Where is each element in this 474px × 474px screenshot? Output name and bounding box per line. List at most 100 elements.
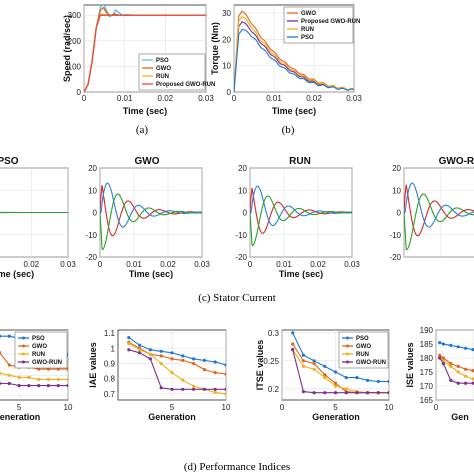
legend-label: GWO-RUN (356, 360, 386, 366)
current-phase-b (100, 182, 202, 228)
y-tick-label: 0.25 (263, 357, 279, 366)
current-phase-b (404, 182, 474, 228)
series-marker-gwo-run (37, 384, 41, 388)
y-tick-label: 20 (88, 164, 97, 173)
series-marker-run (301, 364, 305, 368)
series-marker-gwo (301, 359, 305, 363)
y-tick-label: 0 (93, 209, 98, 218)
series-marker-run (312, 367, 316, 371)
series-marker-run (456, 370, 460, 374)
series-marker-gwo (224, 372, 226, 376)
legend-label: PSO (156, 58, 169, 64)
y-tick-label: -20 (235, 253, 247, 262)
y-tick-label: 165 (420, 396, 434, 405)
torque-line-pso (234, 28, 354, 92)
series-marker-run (127, 342, 131, 346)
x-tick-label: 10 (222, 403, 231, 412)
x-tick-label: 5 (333, 403, 338, 412)
series-marker-run (464, 374, 468, 378)
series-marker-gwo-run (456, 381, 460, 385)
torque-chart: 0 0.01 0.02 0.03 0 10 20 30 Time (sec) Torque (Nm… (210, 4, 362, 116)
legend-label: RUN (32, 352, 45, 358)
series-marker-gwo (192, 361, 196, 366)
current-phase-c (250, 195, 352, 247)
series-marker-pso (301, 353, 305, 357)
x-axis-label: Generation (148, 412, 196, 422)
current-phase-c (404, 193, 474, 251)
legend-marker (346, 360, 349, 364)
x-tick-label: 0.01 (126, 260, 142, 269)
legend-marker (22, 336, 25, 340)
current-phase-c (100, 193, 202, 251)
series-marker-gwo-run (449, 378, 453, 382)
legend-label: GWO (301, 11, 316, 17)
current-phase-c (0, 211, 68, 214)
series-marker-gwo (37, 367, 41, 371)
series-marker-gwo-run (127, 348, 131, 352)
y-axis-label: Torque (Nm) (210, 22, 220, 75)
series-marker-gwo (202, 368, 206, 372)
series-marker-gwo-run (291, 348, 295, 352)
series-marker-gwo (56, 367, 60, 371)
series-marker-gwo (438, 353, 442, 357)
series-marker-run (449, 364, 453, 368)
performance-partial-chart: 5 10 eneration PSO GWO RUN GWO-RUN (0, 329, 73, 422)
torque-line-run (234, 15, 354, 92)
series-marker-gwo-run (202, 387, 206, 391)
series-line-run (0, 372, 68, 380)
y-tick-label: -10 (389, 231, 401, 240)
series-marker-gwo-run (344, 391, 348, 395)
series-marker-run (56, 377, 60, 381)
series-marker-pso (138, 343, 142, 347)
series-marker-run (344, 387, 348, 391)
series-line-gwo-run (292, 349, 389, 394)
legend-marker (346, 344, 349, 348)
y-axis-label: ITSE values (255, 340, 265, 391)
series-marker-pso (456, 345, 460, 349)
series-marker-pso (387, 379, 389, 384)
y-tick-label: 185 (420, 340, 434, 349)
current-phase-a (404, 184, 474, 237)
series-marker-pso (449, 343, 453, 347)
x-tick-label: 0 (98, 260, 103, 269)
y-tick-label: 200 (68, 37, 82, 46)
series-marker-gwo (291, 342, 295, 346)
legend-label: GWO (32, 344, 47, 350)
series-marker-gwo-run (376, 391, 380, 395)
x-axis-label: Time (sec) (123, 106, 167, 116)
series-line-gwo (128, 341, 226, 375)
y-tick-label: 0.7 (104, 390, 116, 399)
y-tick-label: 30 (222, 9, 231, 18)
y-tick-label: 10 (238, 186, 247, 195)
x-tick-label: 0.03 (346, 94, 362, 103)
x-tick-label: 5 (17, 403, 22, 412)
series-marker-gwo (66, 367, 68, 371)
y-tick-label: 300 (68, 11, 82, 20)
x-axis-label: eneration (0, 412, 40, 422)
series-marker-run (46, 377, 51, 381)
series-marker-pso (224, 363, 226, 367)
legend-label: Proposed GWO-RUN (301, 19, 360, 25)
x-tick-label: 0.02 (306, 94, 322, 103)
series-marker-run (181, 378, 185, 382)
series-marker-pso (438, 341, 442, 345)
y-tick-label: 10 (88, 186, 97, 195)
y-tick-label: 20 (238, 164, 247, 173)
y-axis-label: ISE values (405, 342, 415, 387)
series-marker-gwo (312, 362, 316, 366)
x-tick-label: 0.03 (60, 260, 76, 269)
series-marker-pso (464, 346, 468, 350)
y-tick-label: 0 (77, 88, 82, 97)
series-marker-gwo-run (0, 381, 2, 386)
series-marker-run (27, 375, 31, 379)
series-marker-gwo-run (170, 387, 174, 391)
series-marker-gwo-run (312, 391, 316, 395)
legend-label: GWO (356, 344, 371, 350)
y-tick-label: 0 (243, 209, 248, 218)
series-marker-gwo (46, 367, 51, 371)
series-marker-gwo-run (333, 391, 338, 395)
series-marker-gwo (441, 356, 445, 360)
series-marker-pso (181, 354, 185, 358)
y-tick-label: 190 (420, 326, 434, 335)
y-tick-label: -10 (235, 231, 247, 240)
